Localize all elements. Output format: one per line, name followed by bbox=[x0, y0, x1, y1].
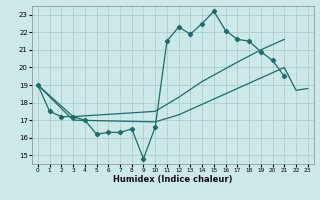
X-axis label: Humidex (Indice chaleur): Humidex (Indice chaleur) bbox=[113, 175, 233, 184]
